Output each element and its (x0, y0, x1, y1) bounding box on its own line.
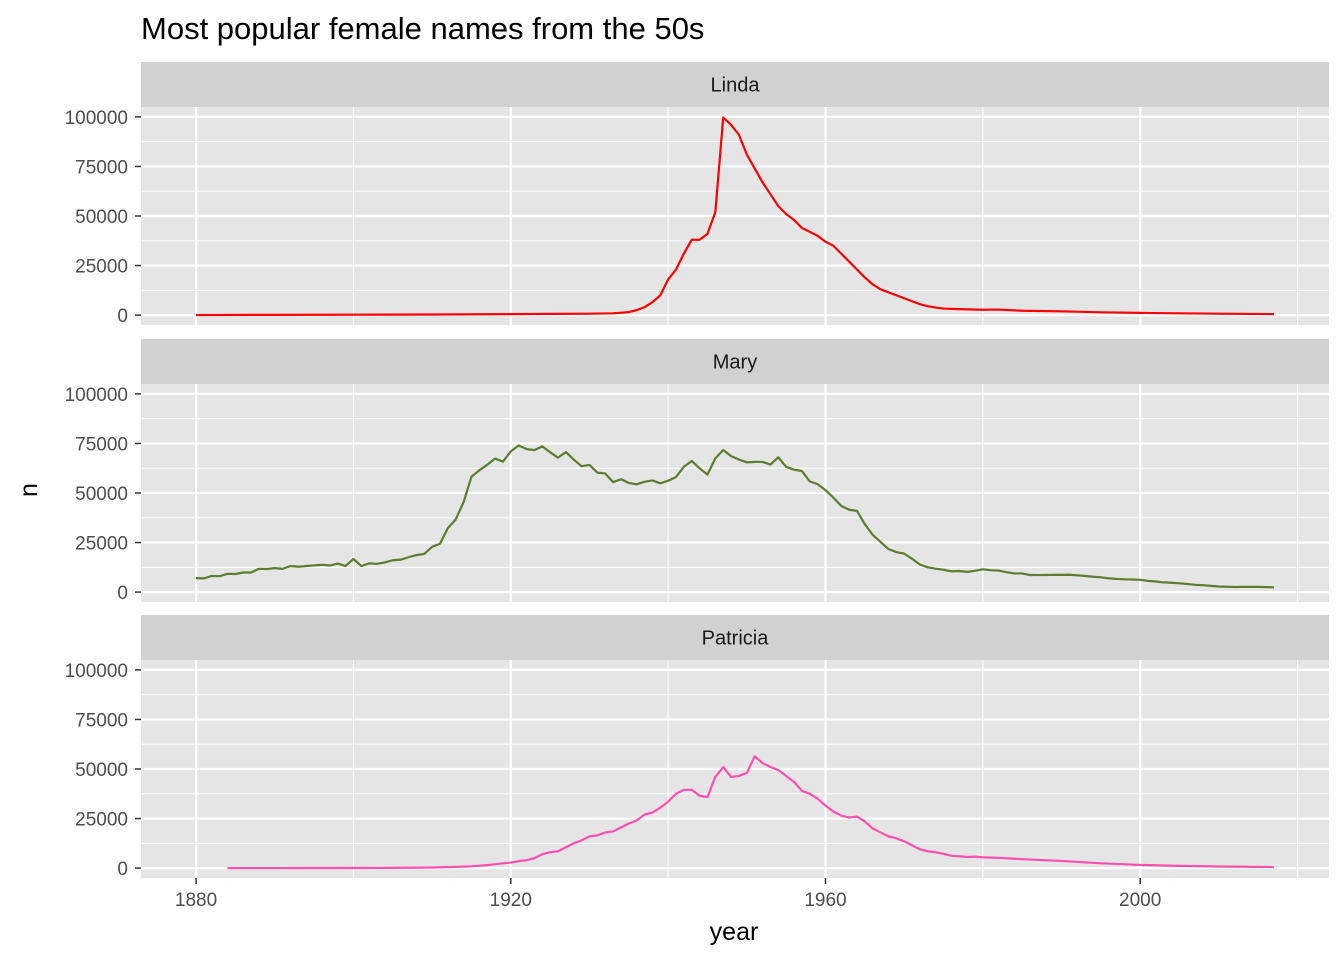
x-tick-label: 2000 (1119, 890, 1161, 911)
x-axis: 1880 1920 1960 2000 (175, 878, 1161, 911)
facet-panel-linda: Linda 0 25000 50000 75000 100000 (65, 62, 1329, 327)
y-tick-label: 100000 (65, 385, 128, 406)
y-tick-label: 0 (117, 859, 128, 880)
facet-strip (141, 339, 1329, 384)
facet-strip-label: Mary (713, 352, 757, 374)
y-tick-label: 100000 (65, 108, 128, 129)
y-tick-label: 100000 (65, 661, 128, 682)
y-tick-label: 75000 (75, 157, 128, 178)
facet-strip (141, 62, 1329, 107)
x-tick-label: 1880 (175, 890, 217, 911)
facet-strip-label: Linda (711, 75, 761, 97)
y-tick-label: 25000 (75, 810, 128, 831)
y-tick-label: 75000 (75, 710, 128, 731)
y-tick-label: 0 (117, 583, 128, 604)
series-line-patricia (227, 755, 1274, 870)
y-tick-label: 25000 (75, 257, 128, 278)
y-tick-label: 75000 (75, 434, 128, 455)
x-tick-label: 1960 (804, 890, 846, 911)
y-tick-label: 50000 (75, 207, 128, 228)
facet-panels: Linda 0 25000 50000 75000 100000 Mary 0 25000 500… (65, 62, 1329, 880)
facet-panel-mary: Mary 0 25000 50000 75000 100000 (65, 339, 1329, 604)
chart-title: Most popular female names from the 50s (141, 11, 704, 46)
y-tick-label: 25000 (75, 534, 128, 555)
x-tick-label: 1920 (490, 890, 532, 911)
x-axis-title: year (710, 918, 759, 946)
series-line-mary (196, 444, 1274, 589)
y-tick-label: 50000 (75, 760, 128, 781)
y-tick-label: 0 (117, 306, 128, 327)
facet-strip (141, 615, 1329, 660)
facet-panel-patricia: Patricia 0 25000 50000 75000 100000 (65, 615, 1329, 880)
series-line-linda (196, 116, 1274, 317)
facet-strip-label: Patricia (702, 628, 770, 650)
y-axis-title: n (15, 483, 43, 497)
y-tick-label: 50000 (75, 484, 128, 505)
